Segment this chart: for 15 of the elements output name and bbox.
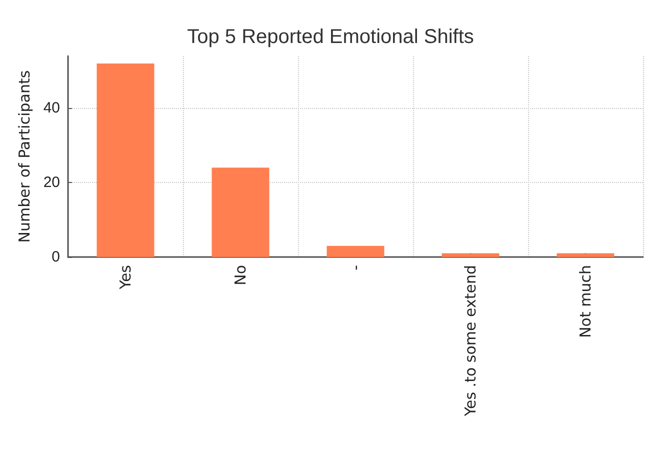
chart-title: Top 5 Reported Emotional Shifts — [187, 26, 474, 48]
bar — [556, 253, 614, 257]
x-tick-label: - — [346, 265, 364, 270]
y-axis-title: Number of Participants — [16, 70, 34, 243]
x-tick-label: Yes — [116, 264, 134, 290]
y-tick-label: 40 — [43, 100, 60, 117]
bar — [212, 168, 270, 257]
bar — [96, 63, 154, 257]
x-tick-label: No — [232, 265, 250, 286]
bar — [326, 246, 384, 257]
y-tick-label: 20 — [43, 174, 60, 192]
x-tick-label: Not much — [576, 265, 594, 338]
x-tick-label: Yes .to some extend — [462, 265, 480, 418]
y-tick-label: 0 — [52, 248, 60, 266]
bar — [442, 253, 500, 257]
